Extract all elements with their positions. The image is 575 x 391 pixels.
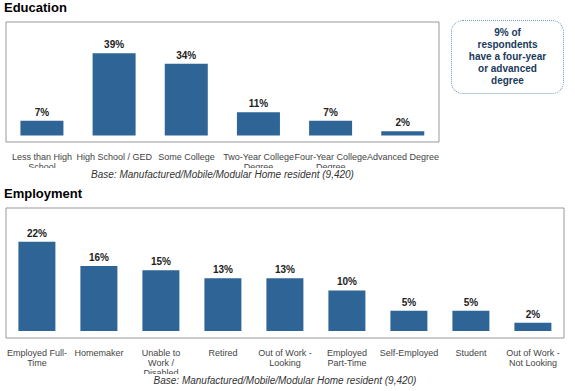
svg-text:22%: 22% [27, 228, 47, 239]
svg-text:15%: 15% [151, 256, 171, 267]
svg-text:Student: Student [455, 348, 487, 358]
html-text:9% of respondents have a four-: 9% of respondents have a four-year or ad… [468, 27, 547, 86]
svg-text:13%: 13% [213, 264, 233, 275]
svg-text:High School / GED: High School / GED [76, 152, 152, 162]
svg-text:2%: 2% [526, 309, 541, 320]
svg-text:Employed Full-Time: Employed Full-Time [8, 348, 67, 368]
svg-text:Four-Year CollegeDegree: Four-Year CollegeDegree [294, 152, 367, 168]
svg-text:5%: 5% [464, 297, 479, 308]
svg-text:10%: 10% [337, 276, 357, 287]
svg-text:Homemaker: Homemaker [74, 348, 123, 358]
svg-text:EmployedPart-Time: EmployedPart-Time [327, 348, 367, 368]
svg-text:16%: 16% [89, 252, 109, 263]
html-text:Base: Manufactured/Mobile/Modu: Base: Manufactured/Mobile/Modular Home r… [91, 169, 354, 180]
svg-text:7%: 7% [323, 107, 338, 118]
svg-text:Self-Employed: Self-Employed [380, 348, 439, 358]
svg-text:Two-Year CollegeDegree: Two-Year CollegeDegree [223, 152, 294, 168]
svg-text:Retired: Retired [208, 348, 237, 358]
svg-text:Advanced Degree: Advanced Degree [367, 152, 439, 162]
html-text:Employment: Employment [4, 186, 82, 201]
svg-text:Out of Work -Looking: Out of Work -Looking [258, 348, 311, 368]
svg-text:7%: 7% [35, 107, 50, 118]
svg-text:2%: 2% [396, 117, 411, 128]
svg-text:39%: 39% [104, 39, 124, 50]
html-text:Education: Education [4, 0, 67, 15]
html-text:Base: Manufactured/Mobile/Modu: Base: Manufactured/Mobile/Modular Home r… [153, 375, 417, 386]
svg-text:Unable toWork /Disabled: Unable toWork /Disabled [142, 348, 181, 374]
svg-text:11%: 11% [249, 98, 269, 109]
svg-text:5%: 5% [402, 297, 417, 308]
svg-text:34%: 34% [176, 50, 196, 61]
svg-text:Out of Work -Not Looking: Out of Work -Not Looking [506, 348, 559, 368]
svg-text:Some College: Some College [158, 152, 215, 162]
svg-text:13%: 13% [275, 264, 295, 275]
svg-text:Less than HighSchool: Less than HighSchool [12, 152, 72, 168]
